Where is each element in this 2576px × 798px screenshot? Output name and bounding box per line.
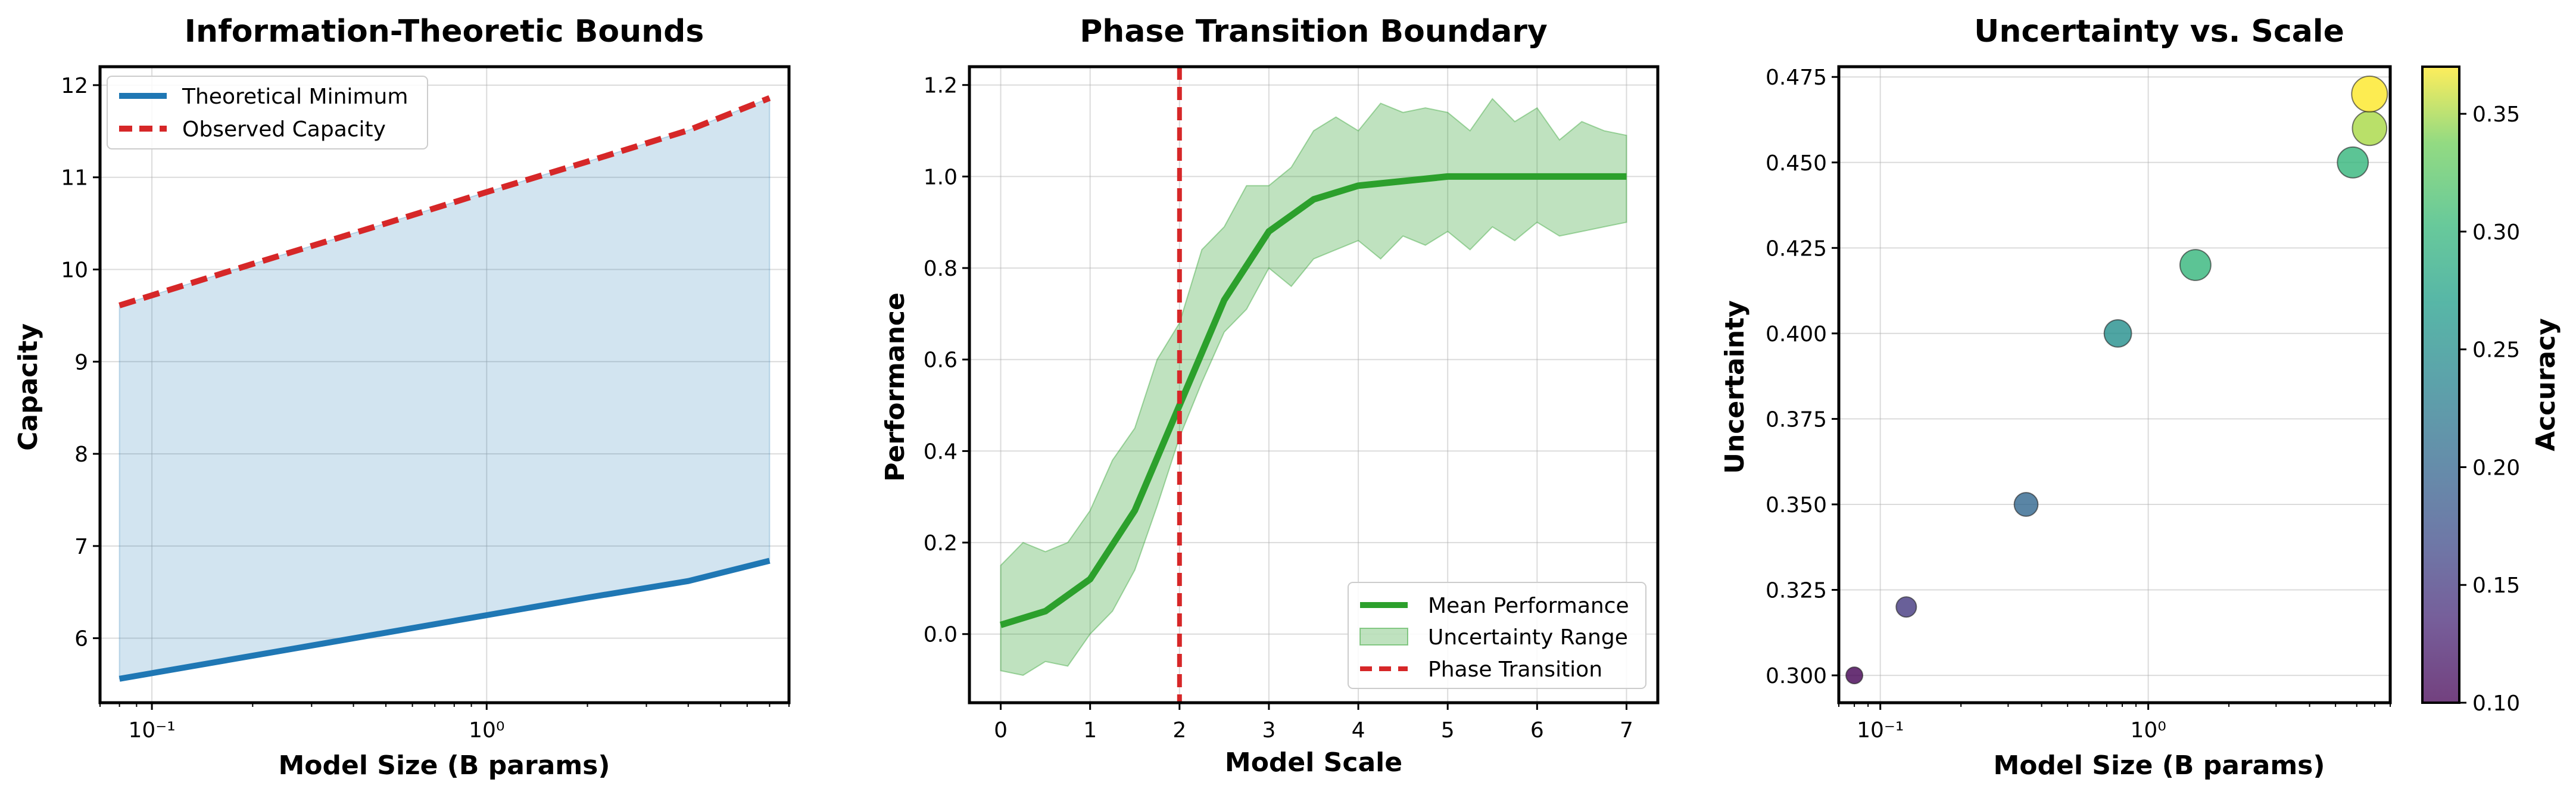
y-tick-label: 0.425 — [1766, 236, 1827, 261]
colorbar-tick-label: 0.10 — [2472, 691, 2520, 716]
colorbar-tick-label: 0.30 — [2472, 220, 2520, 245]
y-tick-label: 9 — [74, 350, 88, 375]
y-tick-label: 0.8 — [924, 257, 958, 281]
legend-box — [107, 76, 428, 149]
y-axis-label: Capacity — [13, 323, 43, 451]
colorbar-tick-label: 0.25 — [2472, 338, 2520, 363]
legend-label-theoretical-minimum: Theoretical Minimum — [182, 85, 408, 109]
panel-uncertainty-scale: Uncertainty vs. Scale 10⁻¹ 10⁰ 0.300 0.325 0… — [1720, 14, 2561, 781]
scatter-point — [2103, 319, 2132, 348]
colorbar-tick-label: 0.35 — [2472, 102, 2520, 127]
colorbar-label: Accuracy — [2531, 318, 2561, 451]
y-tick-label: 1.0 — [924, 165, 958, 189]
y-tick-label: 11 — [61, 166, 88, 191]
y-tick-label: 7 — [74, 535, 88, 559]
y-tick-label: 0.450 — [1766, 151, 1827, 176]
x-tick-label: 10⁰ — [469, 718, 504, 743]
panel-information-bounds: Information-Theoretic Bounds 10⁻¹ 10⁰ 6 7 8 9… — [13, 14, 791, 781]
scatter-point — [2013, 492, 2039, 517]
panel-phase-transition: Phase Transition Boundary 0 1 2 3 4 5 6 7 0.0 0.2… — [880, 14, 1660, 778]
y-axis-label: Uncertainty — [1720, 300, 1750, 474]
x-tick-label: 1 — [1083, 718, 1097, 743]
colorbar-gradient — [2422, 67, 2459, 703]
x-tick-label: 10⁻¹ — [128, 718, 175, 743]
legend: Theoretical Minimum Observed Capacity — [107, 76, 428, 149]
chart-title: Uncertainty vs. Scale — [1974, 14, 2344, 49]
y-tick-label: 0.0 — [924, 623, 958, 647]
x-tick-label: 4 — [1352, 718, 1365, 743]
capacity-gap-area — [118, 97, 771, 679]
scatter-point — [2337, 146, 2369, 179]
legend-swatch-uncertainty-range — [1359, 628, 1408, 646]
x-axis-label: Model Size (B params) — [1994, 750, 2325, 781]
legend-label-observed-capacity: Observed Capacity — [182, 117, 386, 142]
y-tick-label: 0.6 — [924, 348, 958, 373]
legend: Mean Performance Uncertainty Range Phase… — [1348, 582, 1646, 689]
uncertainty-band — [1000, 98, 1627, 676]
plot-frame — [968, 65, 1660, 705]
plot-frame — [98, 65, 791, 705]
x-tick-label: 10⁰ — [2131, 718, 2166, 743]
y-tick-label: 12 — [61, 74, 88, 98]
y-tick-label: 0.2 — [924, 531, 958, 556]
y-tick-label: 0.475 — [1766, 66, 1827, 90]
colorbar: 0.10 0.15 0.20 0.25 0.30 0.35 Accuracy — [2421, 66, 2561, 716]
colorbar-tick-label: 0.20 — [2472, 456, 2520, 480]
x-tick-label: 5 — [1441, 718, 1455, 743]
x-tick-label: 0 — [994, 718, 1008, 743]
y-tick-label: 1.2 — [924, 74, 958, 98]
y-tick-label: 0.400 — [1766, 322, 1827, 347]
scatter-point — [1845, 666, 1864, 685]
colorbar-frame — [2421, 66, 2460, 704]
y-tick-label: 6 — [74, 627, 88, 652]
x-tick-label: 10⁻¹ — [1857, 718, 1904, 743]
y-tick-label: 0.350 — [1766, 493, 1827, 518]
series-line-mean-performance — [999, 173, 1627, 628]
legend-box — [1348, 582, 1646, 689]
y-tick-label: 10 — [61, 258, 88, 283]
legend-label-uncertainty-range: Uncertainty Range — [1428, 625, 1628, 650]
x-axis-label: Model Size (B params) — [279, 750, 610, 781]
x-tick-label: 2 — [1172, 718, 1186, 743]
series-line-theoretical-minimum — [118, 557, 771, 682]
scatter-point — [2179, 249, 2212, 281]
scatter-point — [2351, 75, 2388, 113]
y-tick-label: 0.325 — [1766, 579, 1827, 603]
y-axis-label: Performance — [880, 292, 910, 482]
plot-frame — [1837, 65, 2392, 705]
series-line-observed-capacity — [118, 95, 771, 308]
x-tick-label: 6 — [1530, 718, 1544, 743]
legend-label-mean-performance: Mean Performance — [1428, 594, 1629, 618]
y-tick-label: 0.375 — [1766, 407, 1827, 432]
legend-label-phase-transition: Phase Transition — [1428, 657, 1602, 682]
x-tick-label: 7 — [1620, 718, 1633, 743]
y-tick-label: 0.300 — [1766, 664, 1827, 688]
chart-title: Phase Transition Boundary — [1080, 14, 1548, 49]
chart-title: Information-Theoretic Bounds — [185, 14, 704, 49]
x-axis-label: Model Scale — [1225, 747, 1402, 778]
scatter-point — [2352, 110, 2388, 146]
scatter-point — [1895, 596, 1917, 618]
x-tick-label: 3 — [1262, 718, 1275, 743]
y-tick-label: 0.4 — [924, 439, 958, 464]
colorbar-tick-label: 0.15 — [2472, 573, 2520, 598]
y-tick-label: 8 — [74, 442, 88, 467]
